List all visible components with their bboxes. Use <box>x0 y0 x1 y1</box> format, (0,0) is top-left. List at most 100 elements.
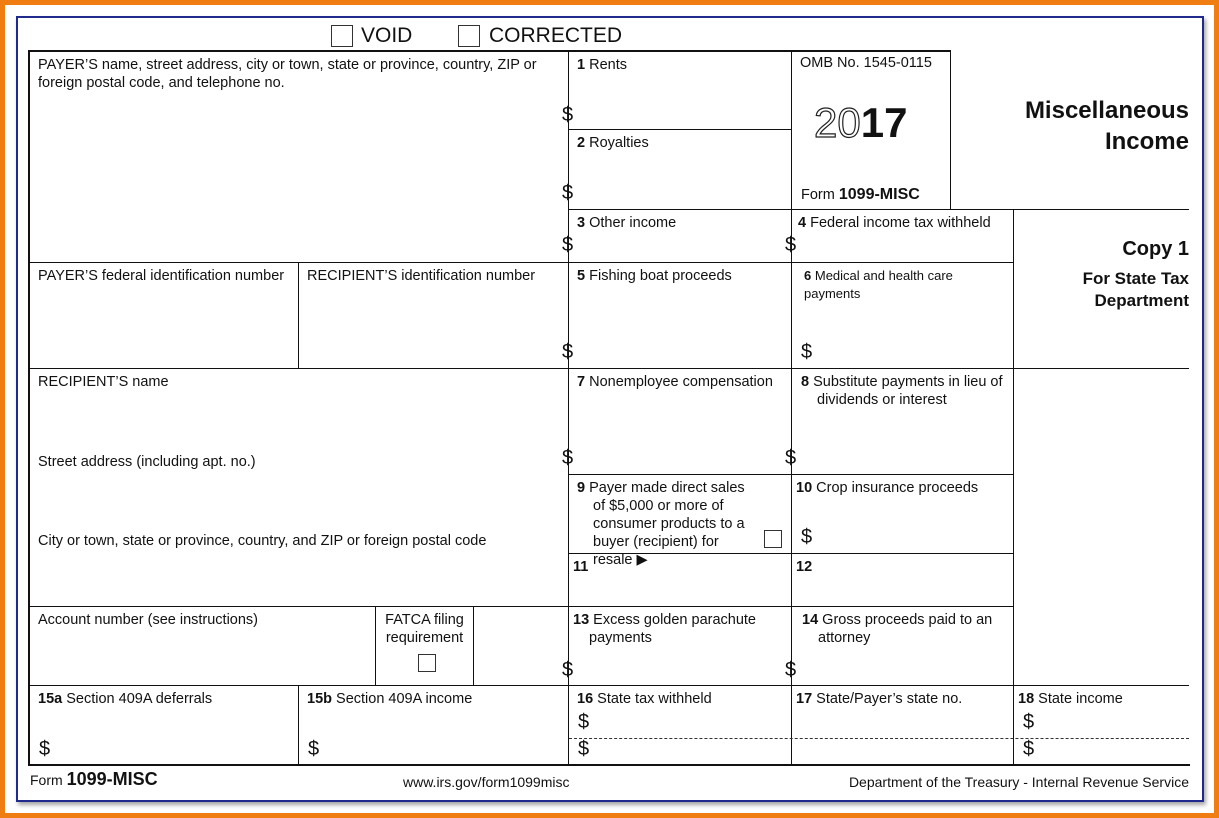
box-label: Royalties <box>589 135 649 151</box>
box-number: 6 <box>804 268 812 283</box>
box-9-checkbox[interactable] <box>764 530 782 548</box>
box-label: Fishing boat proceeds <box>589 268 732 284</box>
box-10[interactable]: 10 Crop insurance proceeds $ <box>791 474 1014 554</box>
box-label: Nonemployee compensation <box>589 374 773 390</box>
dollar-sign: $ <box>39 738 51 760</box>
box-label: Payer made direct sales of $5,000 or mor… <box>589 480 745 568</box>
box-label: Substitute payments in lieu of dividends… <box>813 374 1003 408</box>
box-11[interactable]: 11 <box>568 553 792 607</box>
box-number: 17 <box>796 691 813 707</box>
street-address-label: Street address (including apt. no.) <box>38 454 256 470</box>
box-13[interactable]: 13 Excess golden parachute payments $ <box>562 606 792 686</box>
box-label: Medical and health care payments <box>804 268 953 301</box>
box-label: State/Payer’s state no. <box>816 691 963 707</box>
form-prefix: Form <box>801 187 835 203</box>
copy-sub-2: Department <box>1094 291 1189 310</box>
recipient-name-label: RECIPIENT’S name <box>38 374 169 390</box>
box-5[interactable]: 5 Fishing boat proceeds $ <box>562 262 792 369</box>
void-label: VOID <box>361 24 413 47</box>
box-16[interactable]: 16 State tax withheld $ $ <box>568 685 792 765</box>
box-number: 7 <box>577 374 586 390</box>
payer-tin-field[interactable]: PAYER’S federal identification number <box>28 262 299 369</box>
box-8[interactable]: 8 Substitute payments in lieu of dividen… <box>785 368 1014 475</box>
fatca-box: FATCA filing requirement <box>375 606 474 686</box>
box-1[interactable]: 1 Rents $ <box>562 50 792 130</box>
fatca-checkbox[interactable] <box>418 654 436 672</box>
box-7[interactable]: 7 Nonemployee compensation $ <box>562 368 792 475</box>
box-number: 15a <box>38 691 63 707</box>
box-number: 4 <box>798 215 807 231</box>
box-number: 13 <box>573 612 590 628</box>
box-label: State income <box>1038 691 1123 707</box>
footer-department: Department of the Treasury - Internal Re… <box>848 774 1189 790</box>
dollar-sign: $ <box>1023 711 1035 733</box>
dollar-sign: $ <box>801 526 813 548</box>
box-17[interactable]: 17 State/Payer’s state no. <box>791 685 1014 765</box>
copy-sub-1: For State Tax <box>1082 269 1189 288</box>
box-number: 5 <box>577 268 586 284</box>
footer-form: Form 1099-MISC <box>30 769 158 790</box>
box-number: 3 <box>577 215 586 231</box>
box-number: 15b <box>307 691 332 707</box>
box-6[interactable]: 6 Medical and health care payments $ <box>791 262 1014 369</box>
corrected-label: CORRECTED <box>489 24 623 47</box>
box-label: Section 409A deferrals <box>66 691 213 707</box>
footer-form-name: 1099-MISC <box>66 769 158 789</box>
box-15a[interactable]: 15a Section 409A deferrals $ <box>28 685 299 765</box>
box-12[interactable]: 12 <box>791 553 1014 607</box>
state-dashed-divider <box>569 738 1189 739</box>
fatca-label: FATCA filing requirement <box>385 612 464 646</box>
box-14[interactable]: 14 Gross proceeds paid to an attorney $ <box>785 606 1014 686</box>
box-label: Other income <box>589 215 677 231</box>
recipient-info-field[interactable]: RECIPIENT’S name Street address (includi… <box>28 368 569 607</box>
payer-info-label: PAYER’S name, street address, city or to… <box>38 57 537 91</box>
payer-info-field[interactable]: PAYER’S name, street address, city or to… <box>28 50 569 263</box>
copy-area: Copy 1 For State Tax Department <box>1013 209 1189 369</box>
box-label: Excess golden parachute payments <box>589 612 756 646</box>
box-number: 1 <box>577 57 586 73</box>
box-4[interactable]: 4 Federal income tax withheld $ <box>785 209 1014 263</box>
box-15b[interactable]: 15b Section 409A income $ <box>298 685 569 765</box>
omb-number: OMB No. 1545-0115 <box>800 55 932 71</box>
account-number-label: Account number (see instructions) <box>38 612 259 628</box>
box-label: Crop insurance proceeds <box>816 480 979 496</box>
box-number: 8 <box>801 374 810 390</box>
box-number: 9 <box>577 480 586 496</box>
dollar-sign: $ <box>578 738 590 760</box>
year-bold: 17 <box>860 99 908 146</box>
box-number: 18 <box>1018 691 1035 707</box>
dollar-sign: $ <box>578 711 590 733</box>
footer-url[interactable]: www.irs.gov/form1099misc <box>403 774 570 790</box>
box-number: 11 <box>573 559 589 575</box>
box-number: 16 <box>577 691 594 707</box>
form-bottom-rule <box>28 764 1190 766</box>
box-3[interactable]: 3 Other income $ <box>562 209 792 263</box>
footer-form-prefix: Form <box>30 772 63 788</box>
account-number-field[interactable]: Account number (see instructions) <box>28 606 376 686</box>
payer-tin-label: PAYER’S federal identification number <box>38 268 285 284</box>
title-line-1: Miscellaneous <box>1024 97 1189 124</box>
box-label: Rents <box>589 57 627 73</box>
right-blank <box>1013 368 1189 686</box>
box-18[interactable]: 18 State income $ $ <box>1013 685 1189 765</box>
box-label: State tax withheld <box>597 691 712 707</box>
corrected-checkbox[interactable] <box>458 25 480 47</box>
box-2[interactable]: 2 Royalties $ <box>562 129 792 210</box>
recipient-tin-label: RECIPIENT’S identification number <box>307 268 536 284</box>
box-9: 9 Payer made direct sales of $5,000 or m… <box>568 474 792 568</box>
box-number: 14 <box>802 612 819 628</box>
box-number: 12 <box>796 559 813 575</box>
form-name: 1099-MISC <box>838 186 920 203</box>
box-number: 2 <box>577 135 586 151</box>
year-outline: 20 <box>813 99 861 146</box>
dollar-sign: $ <box>1023 738 1035 760</box>
title-line-2: Income <box>1104 128 1189 155</box>
void-checkbox[interactable] <box>331 25 353 47</box>
box-number: 10 <box>796 480 813 496</box>
recipient-tin-field[interactable]: RECIPIENT’S identification number <box>298 262 569 369</box>
city-label: City or town, state or province, country… <box>38 533 487 549</box>
box-label: Gross proceeds paid to an attorney <box>818 612 993 646</box>
copy-title: Copy 1 <box>1122 238 1189 260</box>
box-label: Federal income tax withheld <box>810 215 991 231</box>
